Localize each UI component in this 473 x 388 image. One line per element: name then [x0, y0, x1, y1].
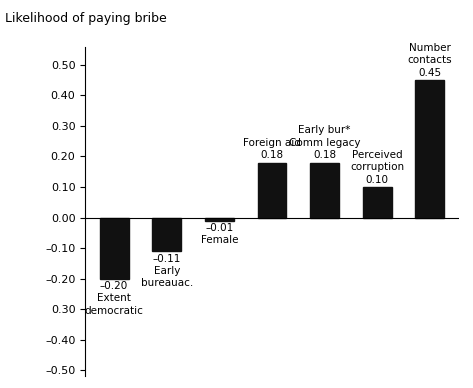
- Text: –0.20
Extent
democratic: –0.20 Extent democratic: [85, 281, 143, 316]
- Text: Perceived
corruption
0.10: Perceived corruption 0.10: [350, 150, 404, 185]
- Bar: [363, 187, 392, 218]
- Text: –0.01
Female: –0.01 Female: [201, 223, 238, 246]
- Bar: [100, 218, 129, 279]
- Text: Foreign aid
0.18: Foreign aid 0.18: [243, 138, 301, 160]
- Bar: [310, 163, 339, 218]
- Bar: [257, 163, 287, 218]
- Text: –0.11
Early
bureauac.: –0.11 Early bureauac.: [140, 254, 193, 288]
- Text: Early bur*
Comm legacy
0.18: Early bur* Comm legacy 0.18: [289, 125, 360, 160]
- Bar: [205, 218, 234, 221]
- Text: Likelihood of paying bribe: Likelihood of paying bribe: [5, 12, 166, 25]
- Text: Number
contacts
0.45: Number contacts 0.45: [408, 43, 452, 78]
- Bar: [152, 218, 181, 251]
- Bar: [415, 80, 444, 218]
